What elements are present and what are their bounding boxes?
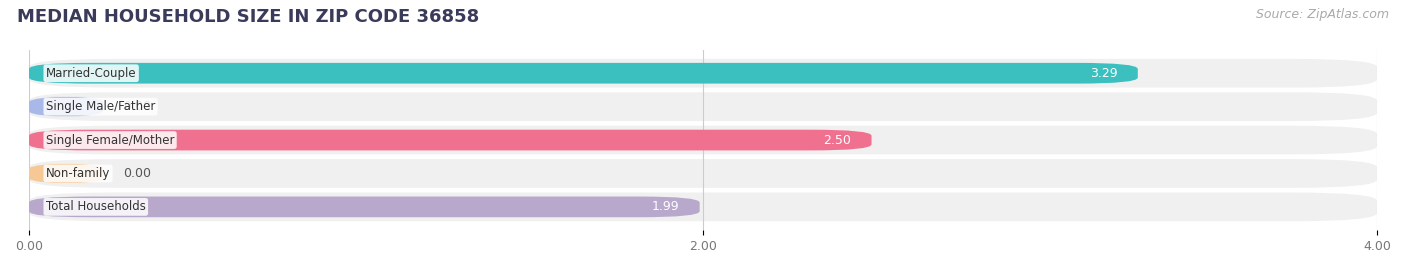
- Text: Non-family: Non-family: [46, 167, 110, 180]
- FancyBboxPatch shape: [30, 159, 1376, 188]
- FancyBboxPatch shape: [30, 63, 1137, 84]
- FancyBboxPatch shape: [30, 163, 103, 184]
- FancyBboxPatch shape: [30, 196, 700, 217]
- Text: Married-Couple: Married-Couple: [46, 67, 136, 80]
- FancyBboxPatch shape: [30, 92, 1376, 121]
- Text: 1.99: 1.99: [652, 200, 679, 213]
- FancyBboxPatch shape: [30, 192, 1376, 221]
- Text: 0.00: 0.00: [124, 100, 152, 113]
- FancyBboxPatch shape: [30, 130, 872, 150]
- Text: Source: ZipAtlas.com: Source: ZipAtlas.com: [1256, 8, 1389, 21]
- Text: 2.50: 2.50: [824, 133, 851, 147]
- Text: Single Female/Mother: Single Female/Mother: [46, 133, 174, 147]
- FancyBboxPatch shape: [30, 96, 103, 117]
- Text: Single Male/Father: Single Male/Father: [46, 100, 155, 113]
- FancyBboxPatch shape: [30, 59, 1376, 88]
- Text: 3.29: 3.29: [1090, 67, 1118, 80]
- Text: Total Households: Total Households: [46, 200, 146, 213]
- Text: MEDIAN HOUSEHOLD SIZE IN ZIP CODE 36858: MEDIAN HOUSEHOLD SIZE IN ZIP CODE 36858: [17, 8, 479, 26]
- FancyBboxPatch shape: [30, 126, 1376, 154]
- Text: 0.00: 0.00: [124, 167, 152, 180]
